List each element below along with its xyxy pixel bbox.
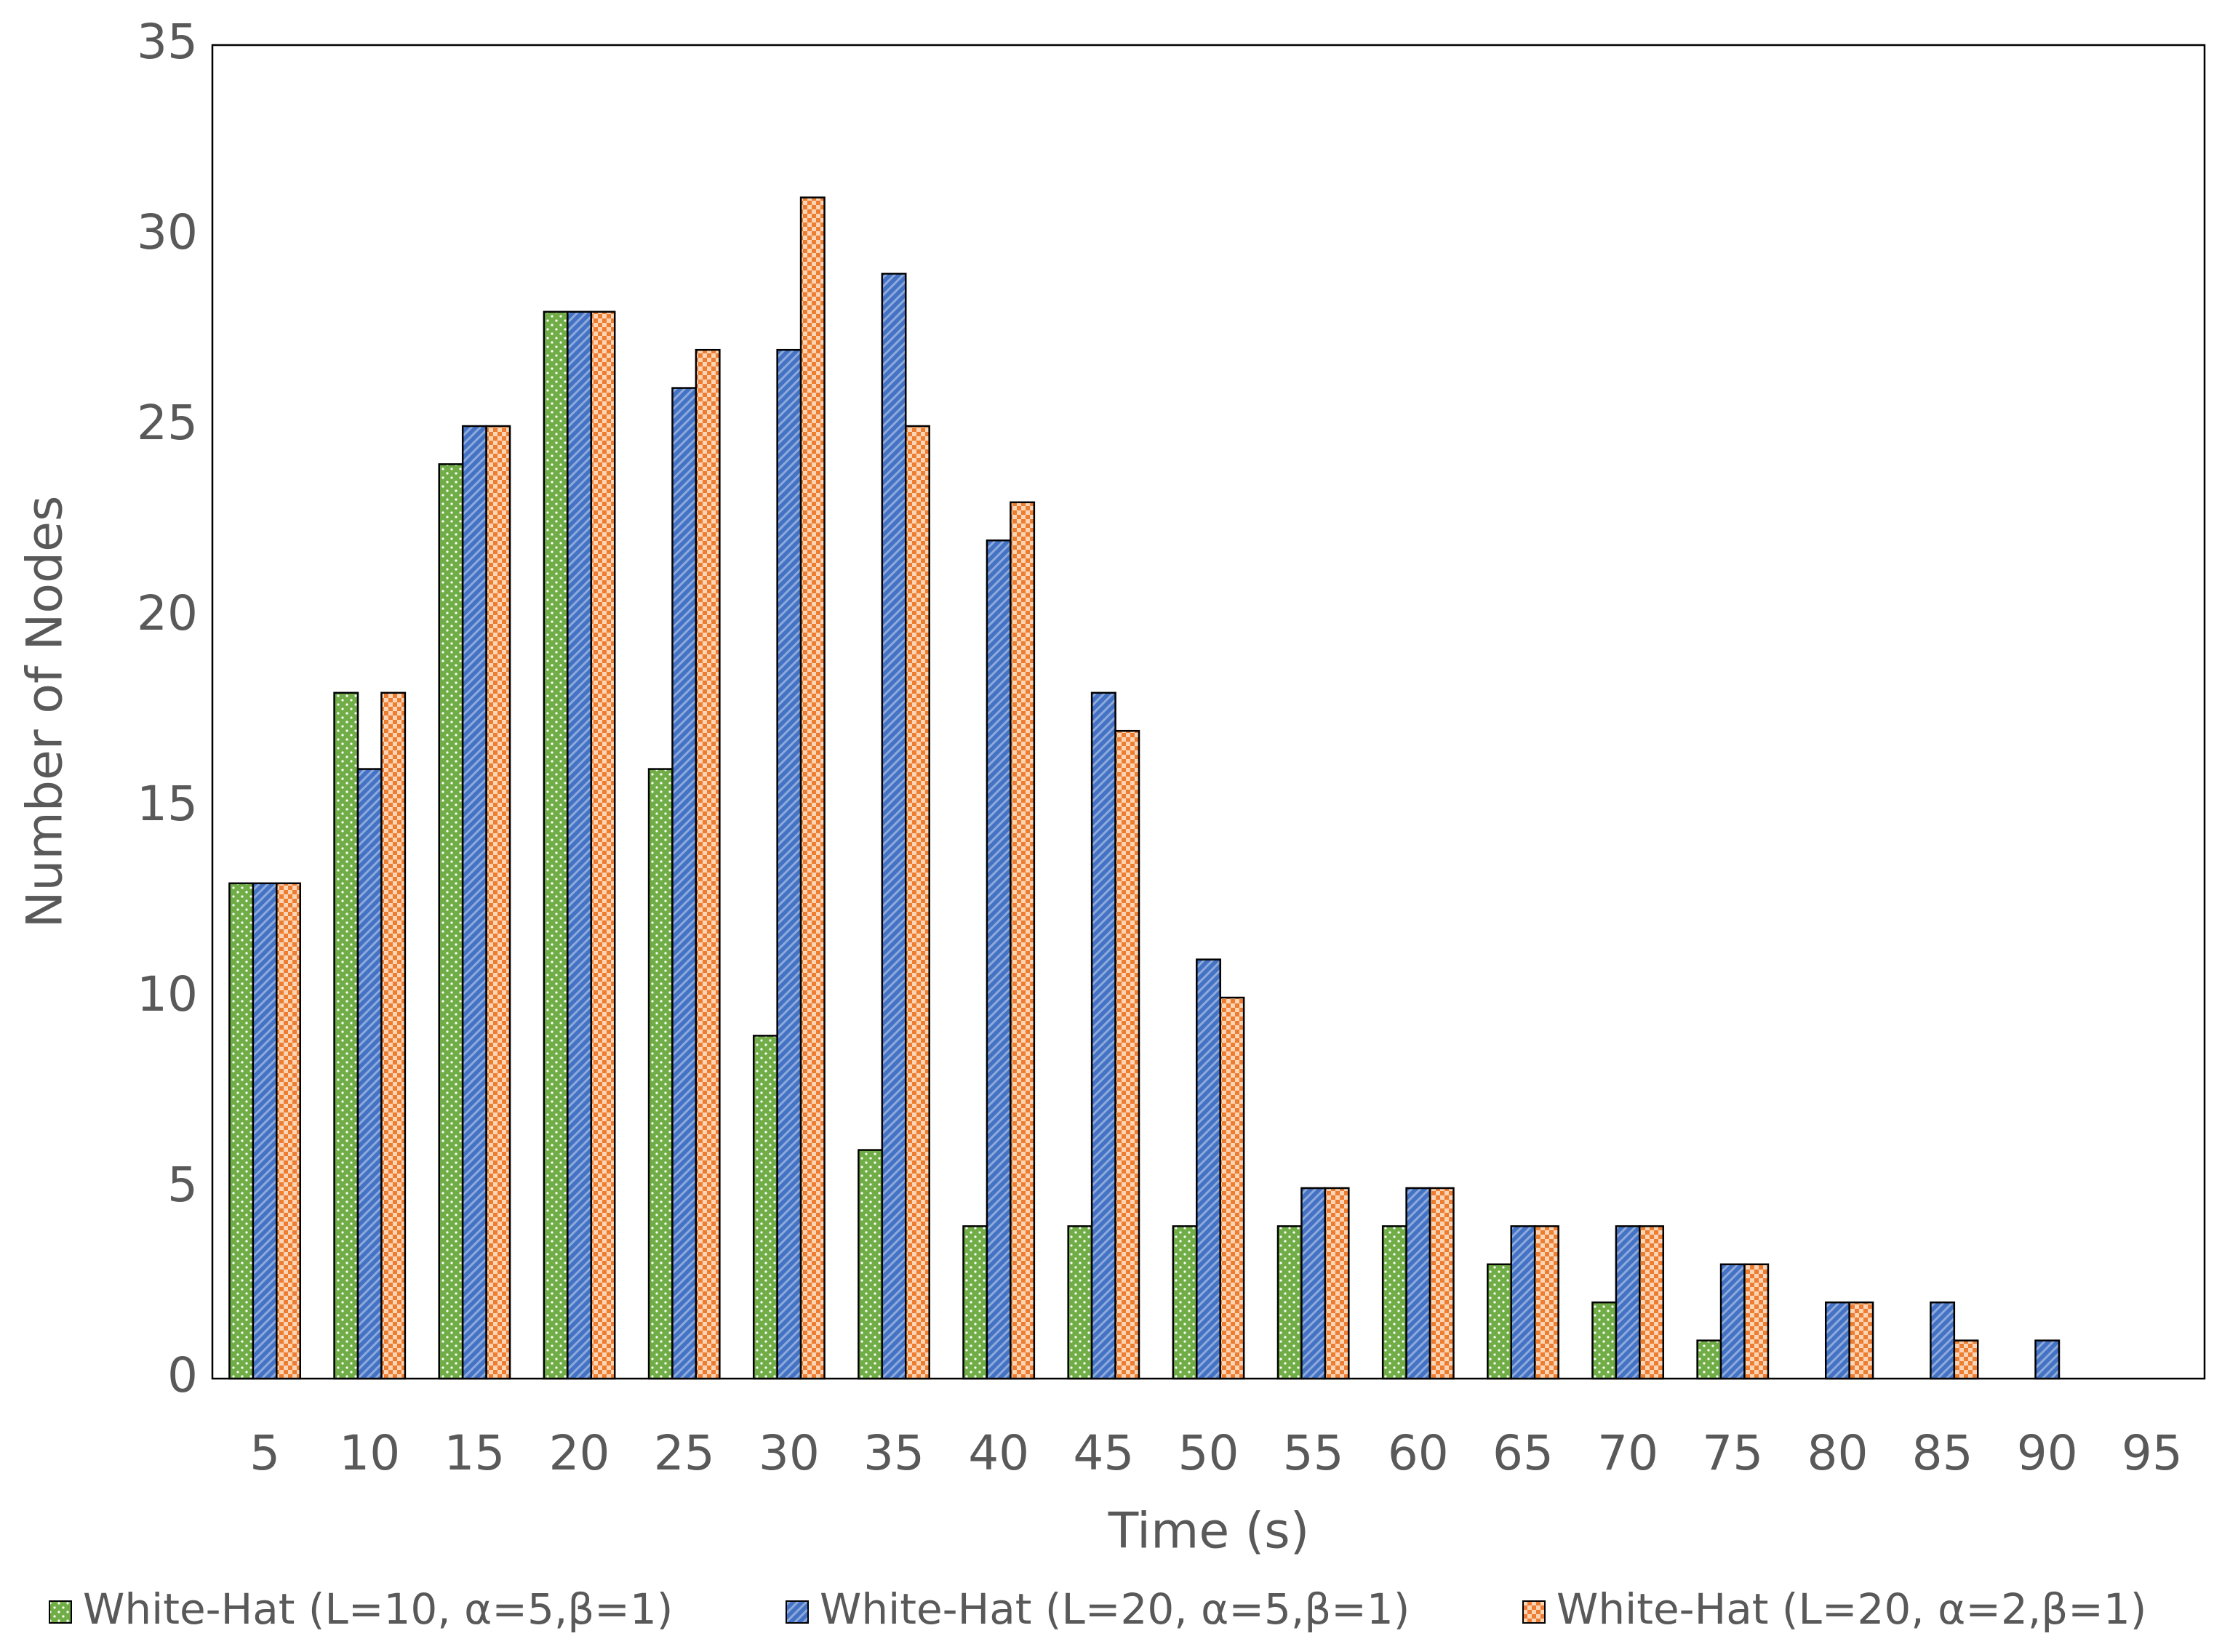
bar [1324, 1187, 1350, 1380]
bar [1510, 1225, 1536, 1380]
bar [1615, 1225, 1641, 1380]
bar [904, 425, 930, 1380]
x-tick-label: 50 [1178, 1425, 1239, 1481]
bar [1219, 996, 1245, 1380]
bar [1848, 1301, 1874, 1380]
legend-swatch [1522, 1600, 1546, 1624]
legend-label: White-Hat (L=20, α=5,β=1) [820, 1584, 1410, 1634]
bar [1090, 691, 1116, 1380]
bar [1930, 1301, 1956, 1380]
y-tick-label: 10 [137, 966, 198, 1022]
bar [1010, 501, 1036, 1380]
y-tick-label: 20 [137, 585, 198, 641]
legend-swatch [49, 1600, 72, 1624]
bar [1276, 1225, 1303, 1380]
x-tick-label: 25 [654, 1425, 715, 1481]
bar [1067, 1225, 1093, 1380]
bar [1639, 1225, 1665, 1380]
bar [1533, 1225, 1559, 1380]
x-tick-label: 30 [759, 1425, 820, 1481]
x-tick-label: 10 [339, 1425, 400, 1481]
bar [252, 882, 278, 1380]
bar [1487, 1263, 1513, 1380]
y-tick-label: 5 [167, 1157, 198, 1213]
x-tick-label: 65 [1492, 1425, 1554, 1481]
bar [333, 691, 359, 1380]
x-tick-label: 45 [1073, 1425, 1134, 1481]
y-tick-label: 0 [167, 1347, 198, 1403]
bar [1953, 1339, 1979, 1380]
bar [1428, 1187, 1455, 1380]
bar [647, 768, 674, 1380]
x-tick-label: 75 [1702, 1425, 1763, 1481]
bar [543, 310, 569, 1380]
y-tick-label: 30 [137, 204, 198, 260]
y-tick-label: 35 [137, 14, 198, 70]
bar [881, 273, 907, 1380]
bar [986, 539, 1012, 1380]
bar [1696, 1339, 1722, 1380]
bar [752, 1035, 778, 1380]
bar [356, 768, 383, 1380]
x-tick-label: 95 [2122, 1425, 2183, 1481]
x-tick-label: 60 [1388, 1425, 1449, 1481]
bar [1381, 1225, 1407, 1380]
bar [1743, 1263, 1770, 1380]
bar [228, 882, 255, 1380]
bar [1114, 729, 1140, 1380]
legend-label: White-Hat (L=10, α=5,β=1) [83, 1584, 673, 1634]
bar [380, 691, 407, 1380]
bar [695, 348, 721, 1380]
bar [962, 1225, 988, 1380]
x-tick-label: 15 [444, 1425, 505, 1481]
bar [567, 310, 593, 1380]
x-tick-label: 35 [863, 1425, 924, 1481]
bar [276, 882, 301, 1380]
bar [1591, 1301, 1618, 1380]
bar [1824, 1301, 1850, 1380]
bar [799, 196, 826, 1380]
x-axis-title: Time (s) [1108, 1503, 1310, 1560]
legend-swatch [786, 1600, 809, 1624]
bar [858, 1149, 884, 1380]
bar [461, 425, 487, 1380]
bar [1300, 1187, 1327, 1380]
x-tick-label: 90 [2017, 1425, 2078, 1481]
bar [776, 348, 802, 1380]
x-tick-label: 5 [249, 1425, 280, 1481]
y-tick-label: 15 [137, 776, 198, 832]
bar [438, 463, 464, 1380]
x-tick-label: 70 [1597, 1425, 1658, 1481]
y-axis-title: Number of Nodes [17, 496, 74, 929]
bar [1196, 958, 1221, 1380]
bar [590, 310, 616, 1380]
legend-label: White-Hat (L=20, α=2,β=1) [1556, 1584, 2146, 1634]
bar [1719, 1263, 1746, 1380]
x-tick-label: 40 [968, 1425, 1029, 1481]
bar [1172, 1225, 1198, 1380]
x-tick-label: 85 [1912, 1425, 1973, 1481]
bar [2034, 1339, 2061, 1380]
x-tick-label: 20 [549, 1425, 610, 1481]
bar [671, 387, 698, 1380]
x-tick-label: 80 [1807, 1425, 1868, 1481]
bar [1405, 1187, 1431, 1380]
y-tick-label: 25 [137, 395, 198, 451]
x-tick-label: 55 [1283, 1425, 1344, 1481]
bar [485, 425, 511, 1380]
